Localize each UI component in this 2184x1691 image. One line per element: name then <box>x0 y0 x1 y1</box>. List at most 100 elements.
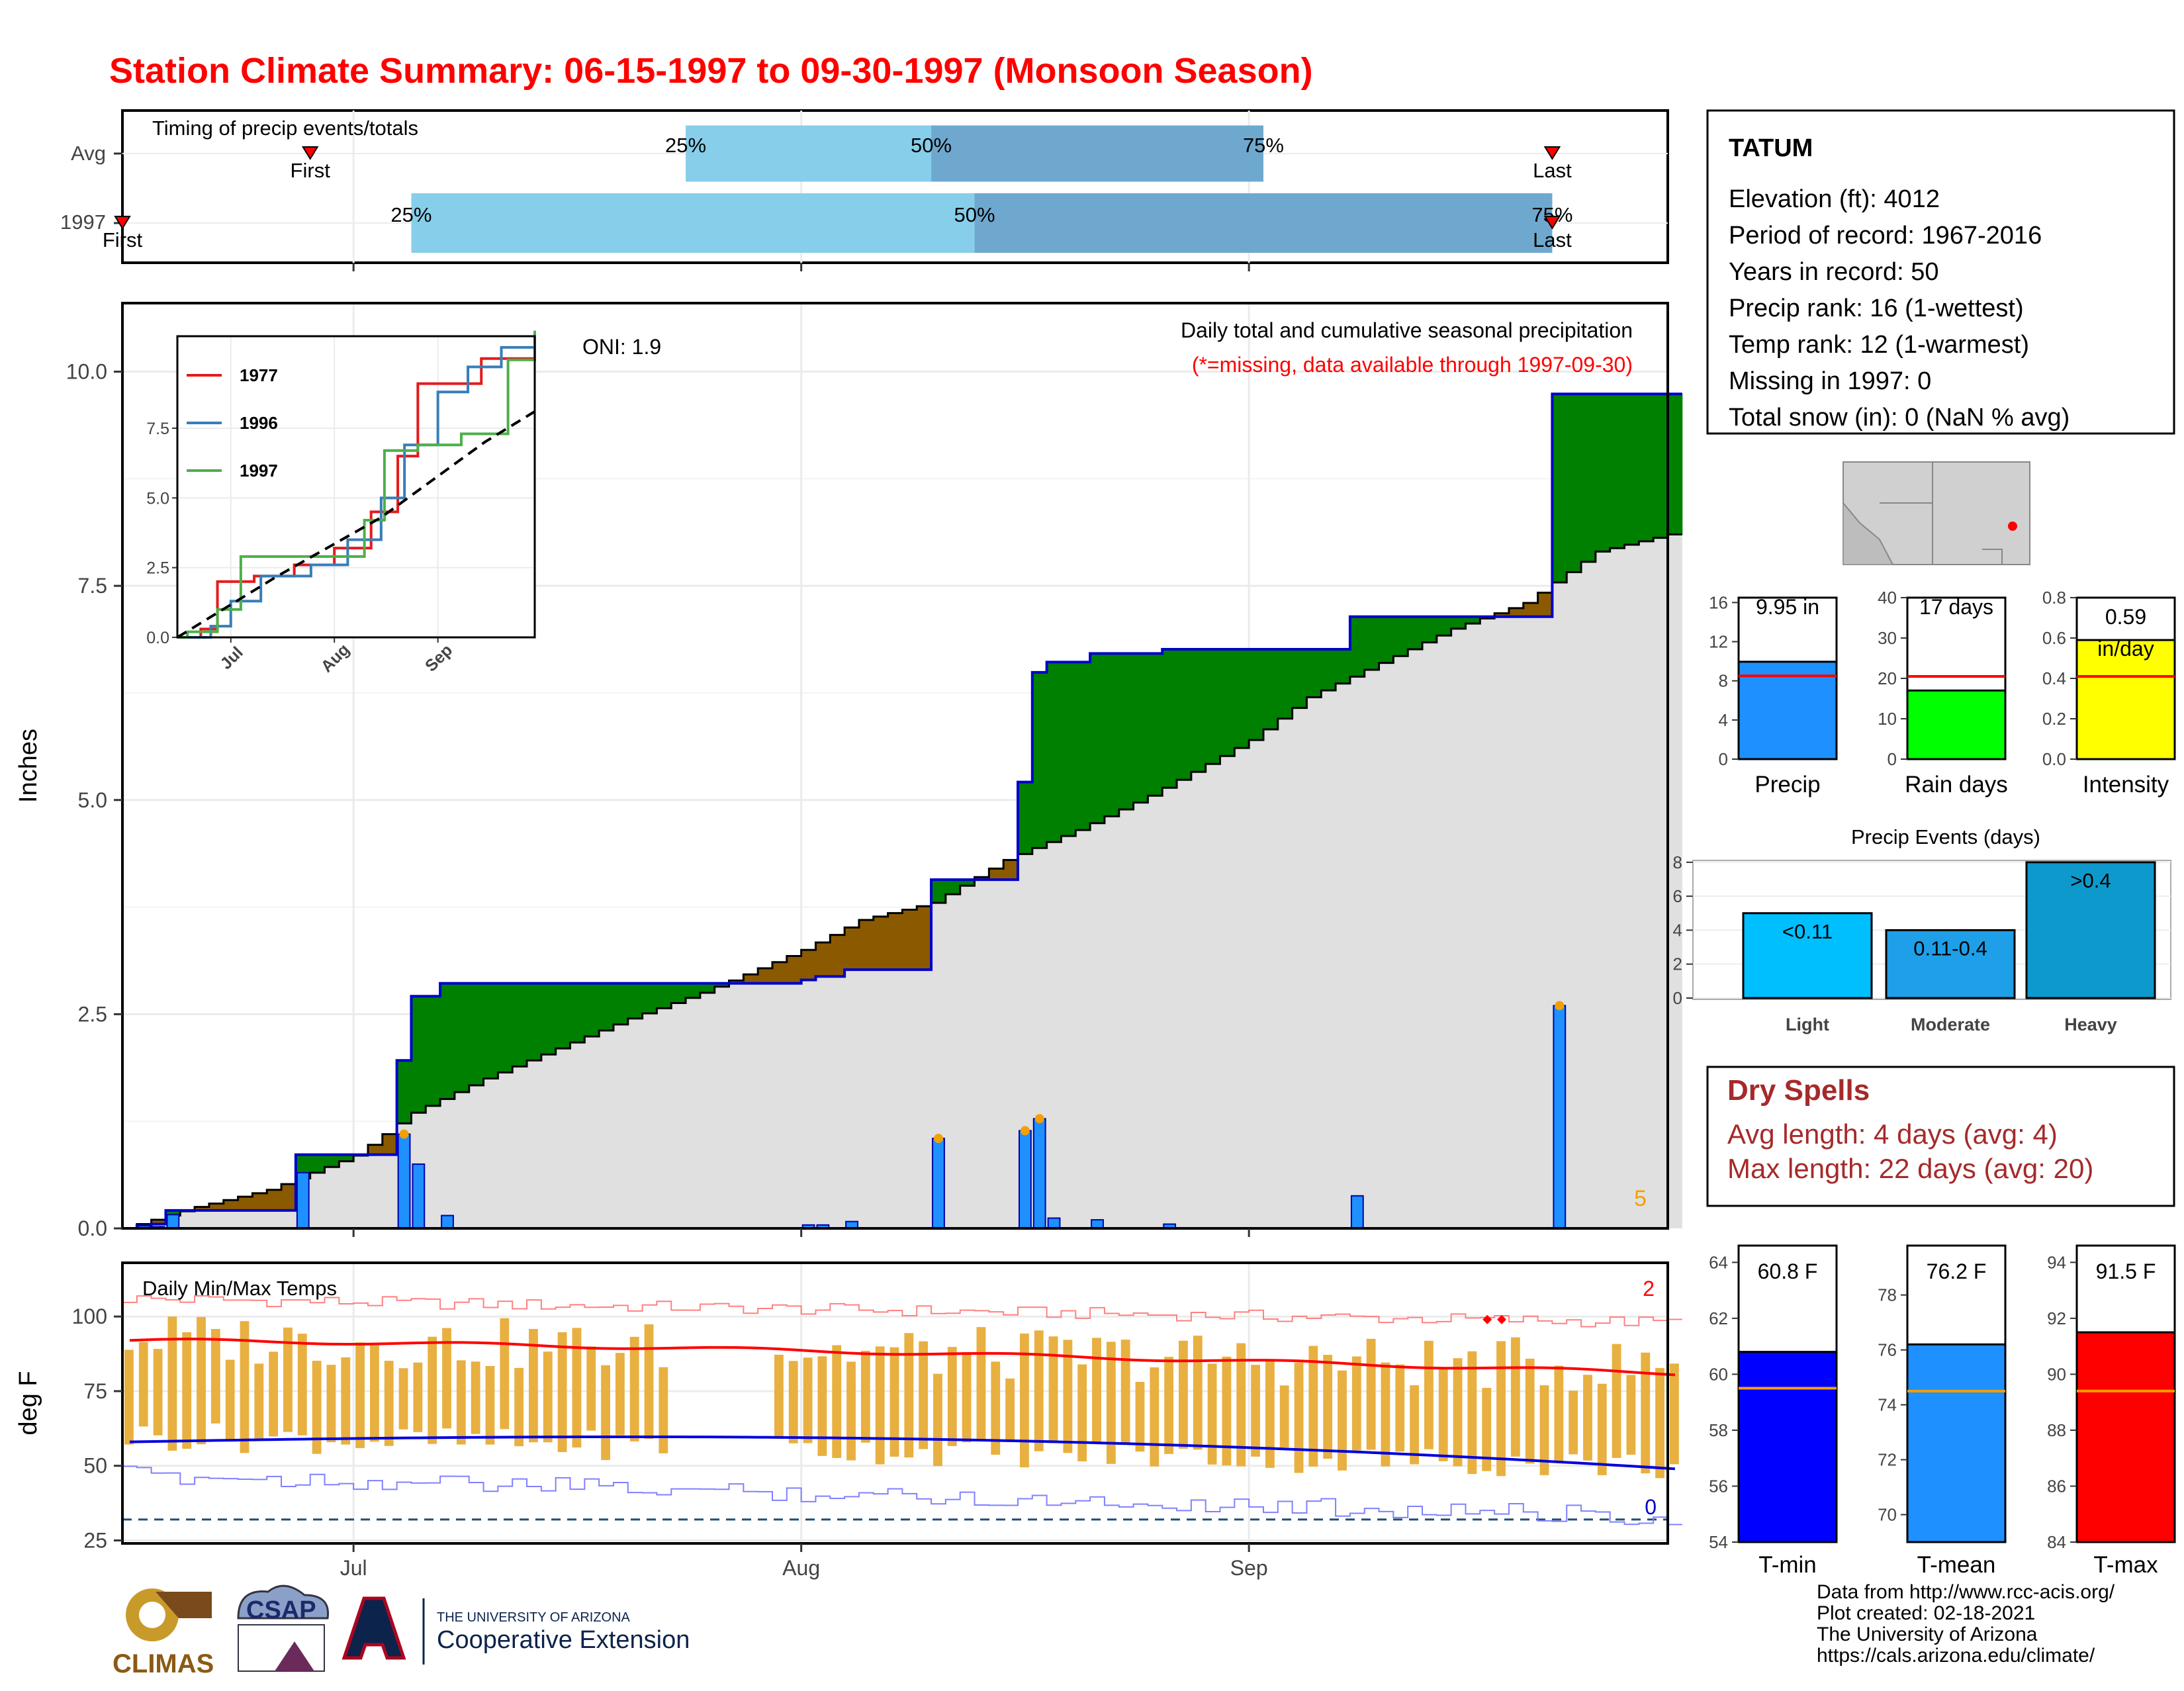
timing-label: Timing of precip events/totals <box>152 116 418 140</box>
inset-ytick-label: 0.0 <box>146 629 169 647</box>
daily-temp-bar <box>1626 1375 1636 1455</box>
dry-spells-box: Dry Spells Avg length: 4 days (avg: 4) M… <box>1706 1066 2175 1207</box>
daily-temp-bar <box>1641 1352 1651 1474</box>
daily-temp-bar <box>153 1349 163 1436</box>
below-average-area <box>1494 613 1510 617</box>
daily-temp-bar <box>803 1357 813 1443</box>
temp-bar-ytick-label: 70 <box>1878 1505 1897 1525</box>
mini-bar-ytick-label: 0.0 <box>2042 749 2066 769</box>
events-ytick-label: 8 <box>1673 852 1682 872</box>
above-average-area <box>945 880 961 895</box>
daily-temp-bar <box>601 1365 610 1461</box>
daily-temp-bar <box>1395 1364 1405 1452</box>
above-average-area <box>642 983 657 1014</box>
above-average-area <box>627 983 643 1019</box>
daily-temp-bar <box>919 1341 929 1449</box>
below-average-area <box>743 974 758 983</box>
daily-temp-bar <box>1539 1385 1549 1475</box>
timing-p50-label: 50% <box>911 134 952 157</box>
events-ytick-label: 6 <box>1673 886 1682 906</box>
daily-temp-bar <box>1323 1355 1333 1459</box>
below-average-area <box>267 1189 282 1211</box>
daily-temp-bar <box>976 1327 986 1440</box>
temp-bar-ytick-label: 94 <box>2047 1252 2066 1272</box>
above-average-area <box>1118 653 1134 810</box>
daily-temp-bar <box>875 1346 885 1465</box>
mini-bar-ytick-label: 0 <box>1719 749 1728 769</box>
above-average-area <box>1436 616 1452 636</box>
events-bar <box>2025 861 2156 999</box>
below-average-area <box>1003 860 1019 880</box>
below-average-area <box>252 1193 267 1211</box>
daily-temp-bar <box>1092 1338 1101 1444</box>
above-average-area <box>555 983 570 1049</box>
daily-temp-bar <box>1279 1385 1289 1448</box>
timing-p25-label: 25% <box>390 203 432 226</box>
daily-temp-bar <box>1048 1336 1058 1443</box>
daily-temp-bar <box>485 1365 495 1445</box>
above-average-area <box>960 880 976 886</box>
footer-line-2: Plot created: 02-18-2021 <box>1817 1602 2036 1624</box>
daily-precip-bar <box>1350 1195 1364 1230</box>
above-average-area <box>671 983 686 1003</box>
daily-temp-bar <box>326 1365 336 1443</box>
events-bar-label: >0.4 <box>2070 869 2111 892</box>
temps-label: Daily Min/Max Temps <box>142 1277 337 1300</box>
above-average-area <box>1133 653 1148 803</box>
above-average-area <box>570 983 585 1043</box>
timing-bar-p25-p50 <box>686 125 932 182</box>
events-category-label: Moderate <box>1911 1015 1990 1034</box>
timing-last-marker <box>1543 216 1561 230</box>
daily-temp-bar <box>1569 1391 1578 1455</box>
above-average-area <box>1249 649 1264 741</box>
above-average-area <box>1061 662 1076 837</box>
csap-logo: CSAP <box>237 1584 330 1672</box>
daily-temp-bar <box>1222 1356 1232 1466</box>
temp-bar-ytick-label: 84 <box>2047 1532 2066 1552</box>
main-ytick-label: 2.5 <box>78 1002 107 1026</box>
daily-temp-bar <box>1193 1336 1203 1450</box>
daily-temp-bar <box>644 1324 654 1440</box>
below-average-area <box>858 920 874 970</box>
daily-temp-bar <box>1077 1364 1087 1462</box>
timing-bar-p25-p50 <box>411 193 975 253</box>
above-average-area <box>310 1154 326 1173</box>
daily-temp-bar <box>182 1332 192 1449</box>
temp-bar-ytick-label: 86 <box>2047 1476 2066 1496</box>
daily-temp-bar <box>529 1329 538 1443</box>
main-ytick-label: 7.5 <box>78 574 107 598</box>
mini-bar-ytick-label: 0.6 <box>2042 628 2066 648</box>
daily-temp-bar <box>659 1367 668 1453</box>
above-average-area <box>1292 649 1307 708</box>
above-average-area <box>599 983 614 1030</box>
ua-small-text: THE UNIVERSITY OF ARIZONA <box>437 1610 631 1625</box>
daily-temp-bar <box>369 1345 379 1442</box>
main-ylabel: Inches <box>15 729 42 803</box>
daily-temp-bar <box>1496 1341 1506 1477</box>
daily-temp-bar <box>225 1359 235 1440</box>
below-average-area <box>223 1200 239 1211</box>
below-average-area <box>786 956 802 983</box>
timing-last-label: Last <box>1533 228 1572 251</box>
daily-temp-bar <box>933 1373 942 1467</box>
above-average-area <box>1306 649 1322 698</box>
temp-bar-ytick-label: 72 <box>1878 1450 1897 1470</box>
above-average-area <box>1465 616 1480 624</box>
daily-precip-bar <box>1047 1217 1061 1230</box>
daily-temp-bar <box>557 1332 567 1453</box>
above-average-area <box>483 983 498 1079</box>
dry-spells-title: Dry Spells <box>1727 1074 1870 1107</box>
above-average-area <box>1017 782 1033 854</box>
timing-first-marker <box>301 146 319 160</box>
below-average-area <box>367 1144 383 1155</box>
daily-temp-bar <box>1467 1351 1477 1475</box>
below-average-area <box>208 1203 224 1211</box>
record-high-marker <box>1482 1314 1492 1324</box>
mini-bar-ytick-label: 8 <box>1719 671 1728 691</box>
above-average-area <box>1581 394 1596 562</box>
daily-precip-bar <box>296 1171 310 1229</box>
daily-temp-bar <box>1034 1330 1044 1451</box>
main-subtitle: Daily total and cumulative seasonal prec… <box>1181 318 1633 342</box>
